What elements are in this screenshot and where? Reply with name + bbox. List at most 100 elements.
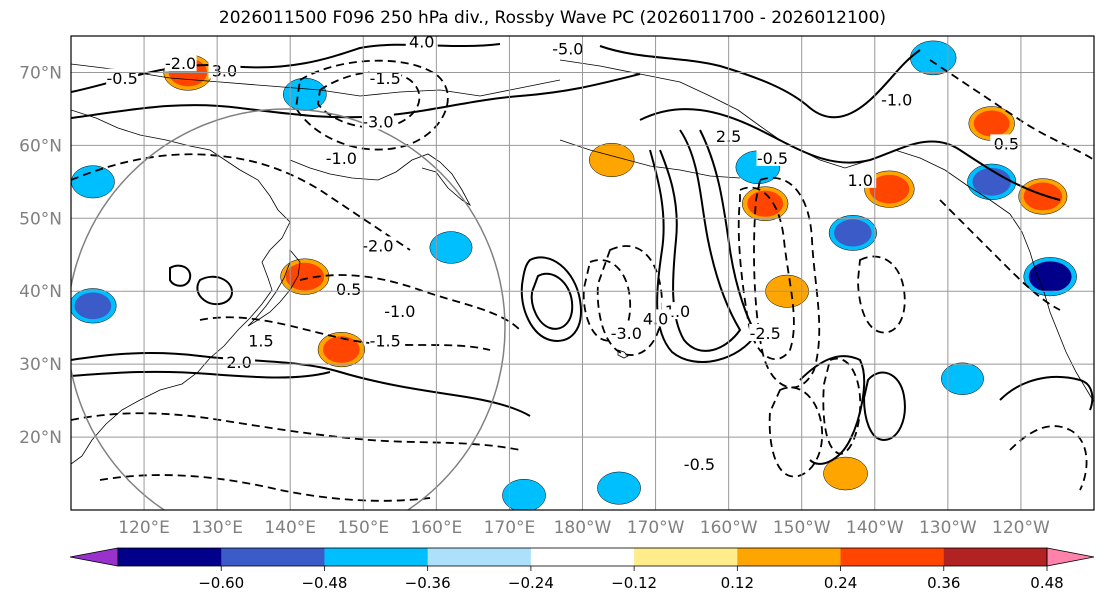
divergence-core	[76, 169, 110, 195]
contour-label-bg	[332, 280, 365, 298]
gridlines	[71, 36, 1094, 510]
lat-tick-label: 30°N	[19, 355, 62, 375]
map-frame	[70, 35, 1095, 511]
lon-tick-label: 160°E	[411, 518, 463, 538]
contour-label: 0.5	[994, 134, 1019, 153]
lon-tick-label: 130°W	[919, 518, 977, 538]
divergence-core	[915, 44, 952, 71]
contour-label: 2.0	[226, 353, 251, 372]
divergence-core	[946, 366, 979, 391]
convergence-core	[973, 110, 1010, 137]
divergence-core	[288, 82, 322, 107]
contour-dashed	[737, 186, 795, 361]
island-hawaii	[617, 349, 629, 359]
convergence-core	[285, 262, 325, 291]
divergence-core	[834, 219, 872, 247]
coastline-na-west	[1009, 213, 1094, 403]
lat-tick-label: 40°N	[19, 282, 62, 302]
contour-label: -0.5	[684, 455, 715, 474]
divergence-core	[434, 235, 468, 260]
contour-label-bg	[223, 353, 256, 371]
contour-dashed	[71, 412, 521, 451]
contour-dashed	[1009, 425, 1088, 491]
colorbar-segment	[840, 548, 945, 566]
contour-solid	[530, 272, 574, 330]
coastline-aleutians	[559, 139, 741, 179]
lon-tick-label: 150°E	[337, 518, 389, 538]
colorbar-extend-high	[1046, 547, 1095, 567]
contour-label-bg	[749, 323, 782, 341]
contour-label-bg	[361, 236, 394, 254]
colorbar: −0.60 −0.48 −0.36 −0.24 −0.12 0.12 0.24 0.36 0.4…	[69, 547, 1095, 592]
convergence-core	[828, 461, 863, 487]
contour-label: -2.0	[165, 54, 196, 73]
contour-solid	[659, 129, 742, 352]
contour-label: -3.0	[611, 324, 642, 343]
lat-tick-label: 50°N	[19, 209, 62, 229]
contour-label: -1.5	[370, 69, 401, 88]
colorbar-frame	[117, 547, 1048, 567]
colorbar-tick-label: 0.24	[824, 574, 857, 592]
divergence-core	[602, 475, 636, 501]
contour-label-bg	[325, 148, 358, 166]
contour-label: 1.0	[847, 171, 872, 190]
colorbar-tick-label: 0.48	[1030, 574, 1063, 592]
rossby-contours	[71, 43, 1094, 510]
contour-label-bg	[405, 36, 438, 50]
convergence-core	[1023, 182, 1063, 211]
coastline-asia	[71, 109, 291, 465]
contour-label: -1.5	[370, 331, 401, 350]
latitude-ticks: 20°N 30°N 40°N 50°N 60°N 70°N	[19, 63, 62, 448]
lat-tick-label: 60°N	[19, 136, 62, 156]
contour-label: -2.5	[750, 324, 781, 343]
contour-label: -0.5	[757, 149, 788, 168]
colorbar-segment	[943, 548, 1048, 566]
contour-label: 3.0	[212, 61, 237, 80]
contour-label: -1.0	[384, 302, 415, 321]
contour-label-bg	[208, 61, 241, 79]
colorbar-extend-low	[69, 547, 119, 567]
contour-dashed	[299, 274, 521, 331]
lon-tick-label: 170°W	[627, 518, 685, 538]
colorbar-segment	[221, 548, 325, 566]
colorbar-tick-label: −0.48	[301, 574, 347, 592]
contour-dashed	[768, 386, 823, 478]
contour-label: 4.0	[409, 32, 434, 51]
chart-title: 2026011500 F096 250 hPa div., Rossby Wav…	[218, 8, 887, 28]
contour-label-bg	[369, 331, 402, 349]
contour-solid	[999, 376, 1094, 411]
contour-label-bg	[361, 112, 394, 130]
contour-label-bg	[164, 54, 197, 72]
contour-solid	[71, 352, 531, 417]
colorbar-segment	[530, 548, 635, 566]
lat-tick-label: 20°N	[19, 428, 62, 448]
convergence-core	[869, 174, 910, 204]
contour-dashed	[939, 199, 1061, 311]
colorbar-tick-label: −0.12	[611, 574, 657, 592]
colorbar-tick-label: 0.12	[721, 574, 754, 592]
contour-dashed	[822, 357, 862, 455]
contour-label-bg	[244, 331, 277, 349]
convergence-core	[323, 336, 360, 363]
colorbar-segment	[427, 548, 532, 566]
colorbar-segment	[324, 548, 429, 566]
longitude-ticks: 120°E 130°E 140°E 150°E 160°E 170°E 180°W 170°W…	[118, 518, 1050, 538]
lon-tick-label: 140°W	[846, 518, 904, 538]
divergence-core	[74, 292, 112, 320]
lon-tick-label: 170°E	[484, 518, 536, 538]
contour-label: -2.0	[362, 236, 393, 255]
contour-dashed	[317, 70, 421, 129]
lon-tick-label: 120°W	[992, 518, 1050, 538]
contour-label: -3.0	[362, 113, 393, 132]
contour-dashed	[929, 59, 1094, 161]
divergence-core	[507, 483, 541, 508]
divergence-core	[972, 167, 1011, 196]
contour-dashed	[753, 177, 821, 389]
contour-label-bg	[610, 323, 643, 341]
contour-labels: -2.0 3.0 -0.5 -1.5 -3.0 4.0 -5.0 -1.0 0.5 1.5 2.0 1…	[106, 32, 1023, 474]
divergence-core	[1028, 261, 1072, 292]
contour-label-bg	[551, 39, 584, 57]
colorbar-tick-label: −0.36	[405, 574, 451, 592]
contour-dashed	[99, 474, 431, 502]
